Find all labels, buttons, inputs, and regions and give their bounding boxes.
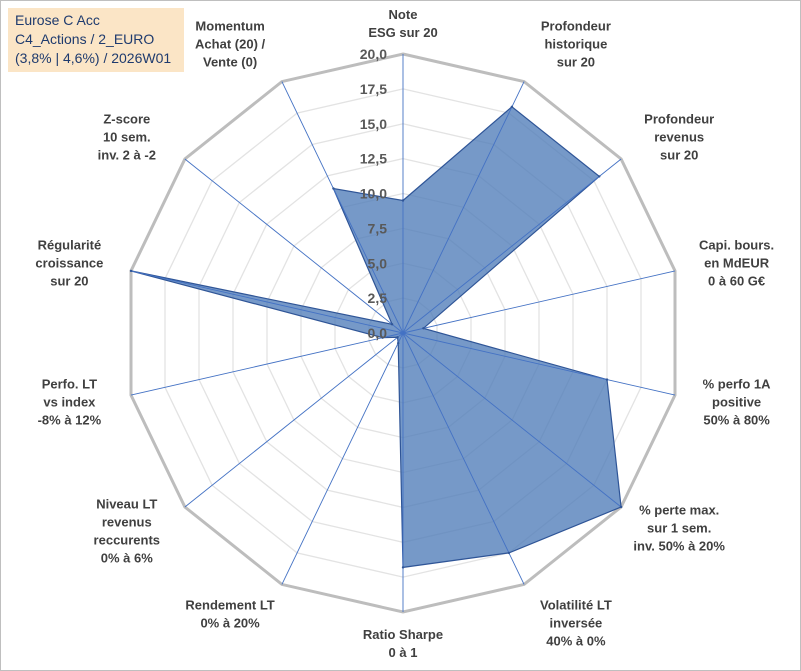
axis-label-line: inversée xyxy=(550,616,603,631)
axis-label-line: Régularité xyxy=(38,237,102,252)
axis-label: Profondeur historique sur 20 xyxy=(541,18,611,69)
axis-label-line: Ratio Sharpe xyxy=(363,627,443,642)
axis-label-line: sur 1 sem. xyxy=(647,520,711,535)
axis-label-line: Vente (0) xyxy=(203,54,257,69)
axis-label-line: Profondeur xyxy=(644,112,714,127)
tick-label: 17,5 xyxy=(360,81,387,97)
data-point xyxy=(381,336,384,339)
axis-label-line: 0% à 6% xyxy=(101,551,153,566)
axis-label: Z-score 10 sem. inv. 2 à -2 xyxy=(98,112,156,163)
axis-label-line: en MdEUR xyxy=(704,255,770,270)
data-point xyxy=(510,105,514,109)
fund-period: (3,8% | 4,6%) / 2026W01 xyxy=(15,50,172,66)
axis-label: % perfo 1A positive 50% à 80% xyxy=(703,377,772,428)
axis-spoke xyxy=(402,270,676,334)
tick-label: 7,5 xyxy=(368,220,388,236)
data-point xyxy=(598,175,601,178)
tick-label: 5,0 xyxy=(368,255,388,271)
axis-label-line: inv. 50% à 20% xyxy=(633,538,725,553)
axis-label-line: 0 à 1 xyxy=(389,645,418,660)
data-point xyxy=(390,323,394,326)
axis-label-line: Achat (20) / xyxy=(195,36,265,51)
axis-label-line: 10 sem. xyxy=(103,130,151,145)
axis-label: Ratio Sharpe 0 à 1 xyxy=(363,627,443,660)
axis-label: Perfo. LT vs index -8% à 12% xyxy=(38,377,102,428)
axis-label-line: Momentum xyxy=(195,18,264,33)
data-point xyxy=(396,336,399,339)
data-point xyxy=(401,566,405,569)
axis-label-line: 0 à 60 G€ xyxy=(708,273,765,288)
axis-label: Régularité croissance sur 20 xyxy=(35,237,103,288)
axis-label-line: -8% à 12% xyxy=(38,413,102,428)
axis-label: Niveau LT revenus reccurents 0% à 6% xyxy=(94,497,160,566)
axis-label-line: Niveau LT xyxy=(96,497,157,512)
axis-label: Profondeur revenus sur 20 xyxy=(644,112,714,163)
axis-label-line: Z-score xyxy=(103,112,150,127)
axis-label-line: % perte max. xyxy=(639,502,719,517)
fund-info-box: Eurose C Acc C4_Actions / 2_EURO (3,8% |… xyxy=(8,8,184,72)
data-point xyxy=(507,551,511,555)
data-point xyxy=(129,269,133,273)
data-point xyxy=(619,505,623,509)
tick-label: 12,5 xyxy=(360,151,387,167)
axis-label-line: inv. 2 à -2 xyxy=(98,148,156,163)
axis-spoke xyxy=(130,332,404,396)
axis-label-line: 50% à 80% xyxy=(703,413,770,428)
axis-label-line: sur 20 xyxy=(660,148,698,163)
tick-label: 10,0 xyxy=(360,186,387,202)
axis-label-line: Capi. bours. xyxy=(699,237,774,252)
tick-label: 20,0 xyxy=(360,46,387,62)
axis-spoke xyxy=(402,332,676,396)
tick-label: 2,5 xyxy=(368,290,388,306)
axis-label-line: Note xyxy=(389,7,418,22)
axis-spoke xyxy=(130,270,404,334)
tick-label: 0,0 xyxy=(368,325,388,341)
axis-label-line: ESG sur 20 xyxy=(368,25,437,40)
axis-label: Momentum Achat (20) / Vente (0) xyxy=(195,18,265,69)
tick-label: 15,0 xyxy=(360,116,387,132)
axis-spoke xyxy=(402,81,525,334)
data-point xyxy=(605,378,609,381)
axis-spoke xyxy=(402,332,622,508)
axis-spoke xyxy=(184,158,404,334)
axis-label: Rendement LT 0% à 20% xyxy=(185,598,274,631)
axis-label: Volatilité LT inversée 40% à 0% xyxy=(540,598,612,649)
axis-spoke xyxy=(184,332,404,508)
axis-spoke xyxy=(281,81,404,334)
axis-label-line: % perfo 1A xyxy=(703,377,772,392)
data-point xyxy=(397,341,400,345)
fund-name: Eurose C Acc xyxy=(15,12,100,28)
data-point xyxy=(401,199,405,202)
axis-label-line: sur 20 xyxy=(557,54,595,69)
axis-label-line: revenus xyxy=(102,515,152,530)
axis-label-line: sur 20 xyxy=(50,273,88,288)
axis-label-line: Profondeur xyxy=(541,18,611,33)
axis-label: % perte max. sur 1 sem. inv. 50% à 20% xyxy=(633,502,725,553)
fund-category: C4_Actions / 2_EURO xyxy=(15,31,155,47)
axis-spoke xyxy=(281,332,404,585)
data-point xyxy=(422,327,425,330)
axis-label: Note ESG sur 20 xyxy=(368,7,437,40)
axis-label-line: 0% à 20% xyxy=(200,616,260,631)
axis-label-line: 40% à 0% xyxy=(546,634,606,649)
data-point xyxy=(332,187,335,190)
axis-spoke xyxy=(402,332,525,585)
axis-label-line: Perfo. LT xyxy=(42,377,97,392)
axis-label-line: reccurents xyxy=(94,533,160,548)
axis-label-line: Rendement LT xyxy=(185,598,274,613)
axis-label-line: revenus xyxy=(654,130,704,145)
axis-label-line: croissance xyxy=(35,255,103,270)
axis-label-line: Volatilité LT xyxy=(540,598,612,613)
axis-spoke xyxy=(402,158,622,334)
axis-label-line: positive xyxy=(712,395,761,410)
axis-label-line: vs index xyxy=(43,395,96,410)
axis-label: Capi. bours. en MdEUR 0 à 60 G€ xyxy=(699,237,774,288)
axis-label-line: historique xyxy=(544,36,607,51)
